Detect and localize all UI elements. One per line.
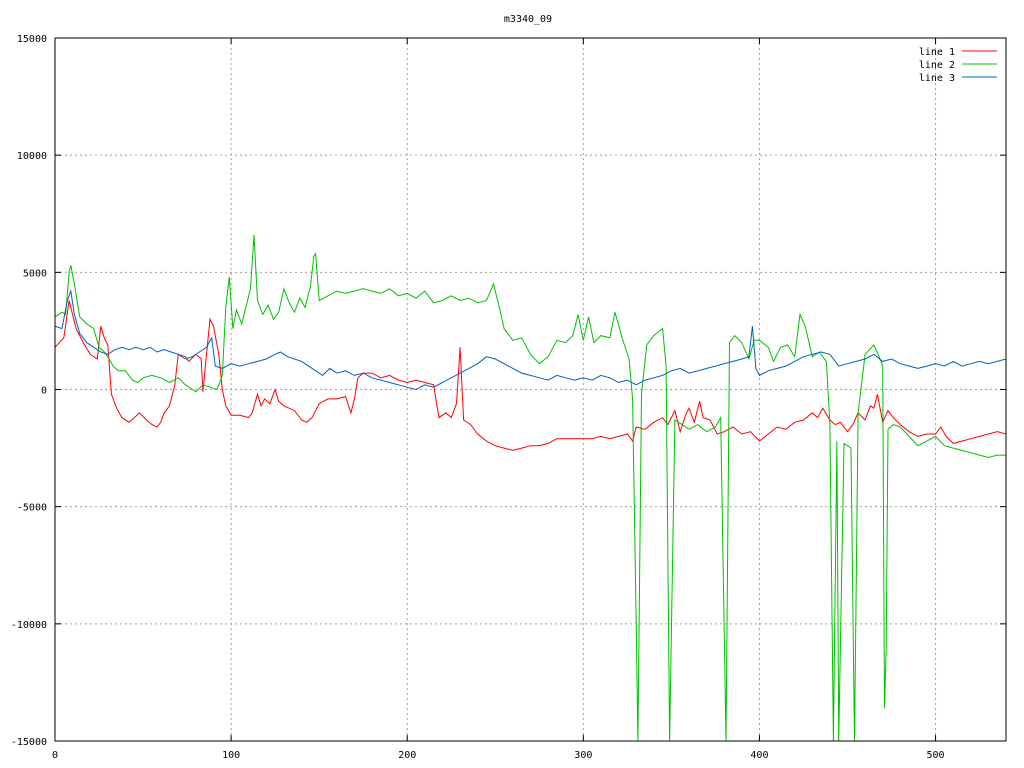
series-line-2 [55, 234, 1006, 741]
grid [55, 38, 1006, 741]
x-tick-label: 100 [222, 750, 240, 761]
legend-label: line 2 [919, 60, 955, 71]
y-tick-label: 5000 [23, 268, 47, 279]
y-tick-label: 10000 [17, 151, 47, 162]
axis-ticks: 0 100 200 300 400 500 -15000 -10000 -5000 0 5000 10… [11, 34, 1006, 761]
series-layer [55, 234, 1006, 741]
x-tick-label: 200 [398, 750, 416, 761]
y-tick-label: 15000 [17, 34, 47, 45]
y-tick-label: -10000 [11, 620, 47, 631]
y-tick-label: -15000 [11, 737, 47, 748]
x-tick-label: 0 [52, 750, 58, 761]
legend-label: line 1 [919, 47, 955, 58]
chart-title: m3340_09 [504, 14, 552, 25]
x-tick-label: 400 [750, 750, 768, 761]
y-tick-label: -5000 [17, 503, 47, 514]
series-line-3 [55, 289, 1006, 391]
legend: line 1 line 2 line 3 [919, 47, 997, 84]
legend-label: line 3 [919, 73, 955, 84]
y-tick-label: 0 [41, 386, 47, 397]
x-tick-label: 500 [927, 750, 945, 761]
x-tick-label: 300 [574, 750, 592, 761]
